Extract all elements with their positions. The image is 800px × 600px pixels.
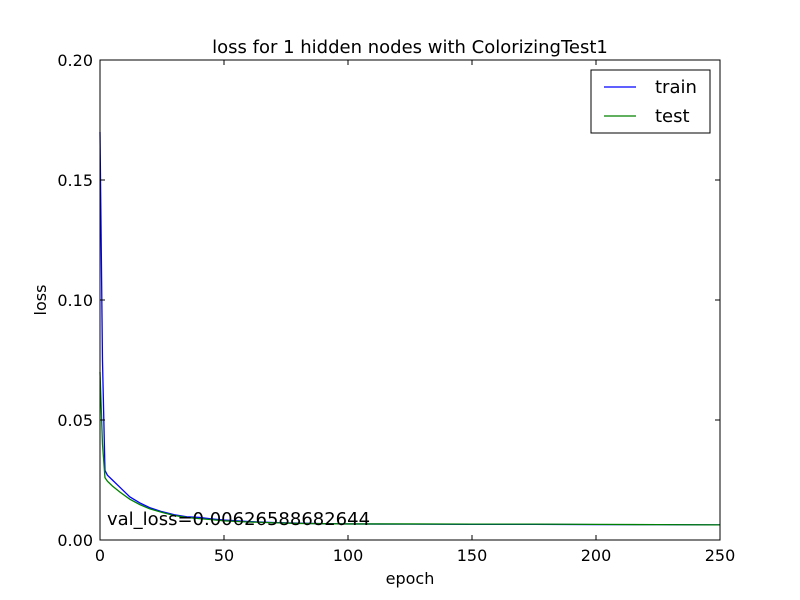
x-tick-label: 0 [95, 546, 105, 565]
legend-label-test: test [655, 106, 690, 127]
x-tick-label: 100 [333, 546, 364, 565]
y-tick-label: 0.00 [57, 531, 93, 550]
plot-background [100, 60, 720, 540]
y-tick-label: 0.05 [57, 411, 93, 430]
ticks-layer: 0 50 100 150 200 250 0.00 0.05 0.10 0.15 0.20 [57, 51, 735, 565]
legend-label-train: train [655, 77, 697, 98]
series-layer [99, 131, 721, 526]
series-line-test [99, 371, 721, 526]
legend-entries: train test [604, 77, 697, 127]
y-tick-label: 0.20 [57, 51, 93, 70]
chart-title: loss for 1 hidden nodes with ColorizingT… [212, 37, 608, 58]
x-tick-label: 50 [214, 546, 234, 565]
x-tick-label: 200 [581, 546, 612, 565]
y-tick-label: 0.15 [57, 171, 93, 190]
legend: train test [590, 69, 711, 134]
y-axis-label: loss [31, 285, 50, 316]
x-tick-label: 250 [705, 546, 736, 565]
x-axis-label: epoch [386, 569, 435, 588]
val-loss-annotation: val_loss=0.00626588682644 [107, 509, 370, 530]
plot-area: 0 50 100 150 200 250 0.00 0.05 0.10 0.15 0.20 [57, 51, 735, 565]
x-tick-label: 150 [457, 546, 488, 565]
y-tick-label: 0.10 [57, 291, 93, 310]
legend-box [590, 69, 711, 134]
